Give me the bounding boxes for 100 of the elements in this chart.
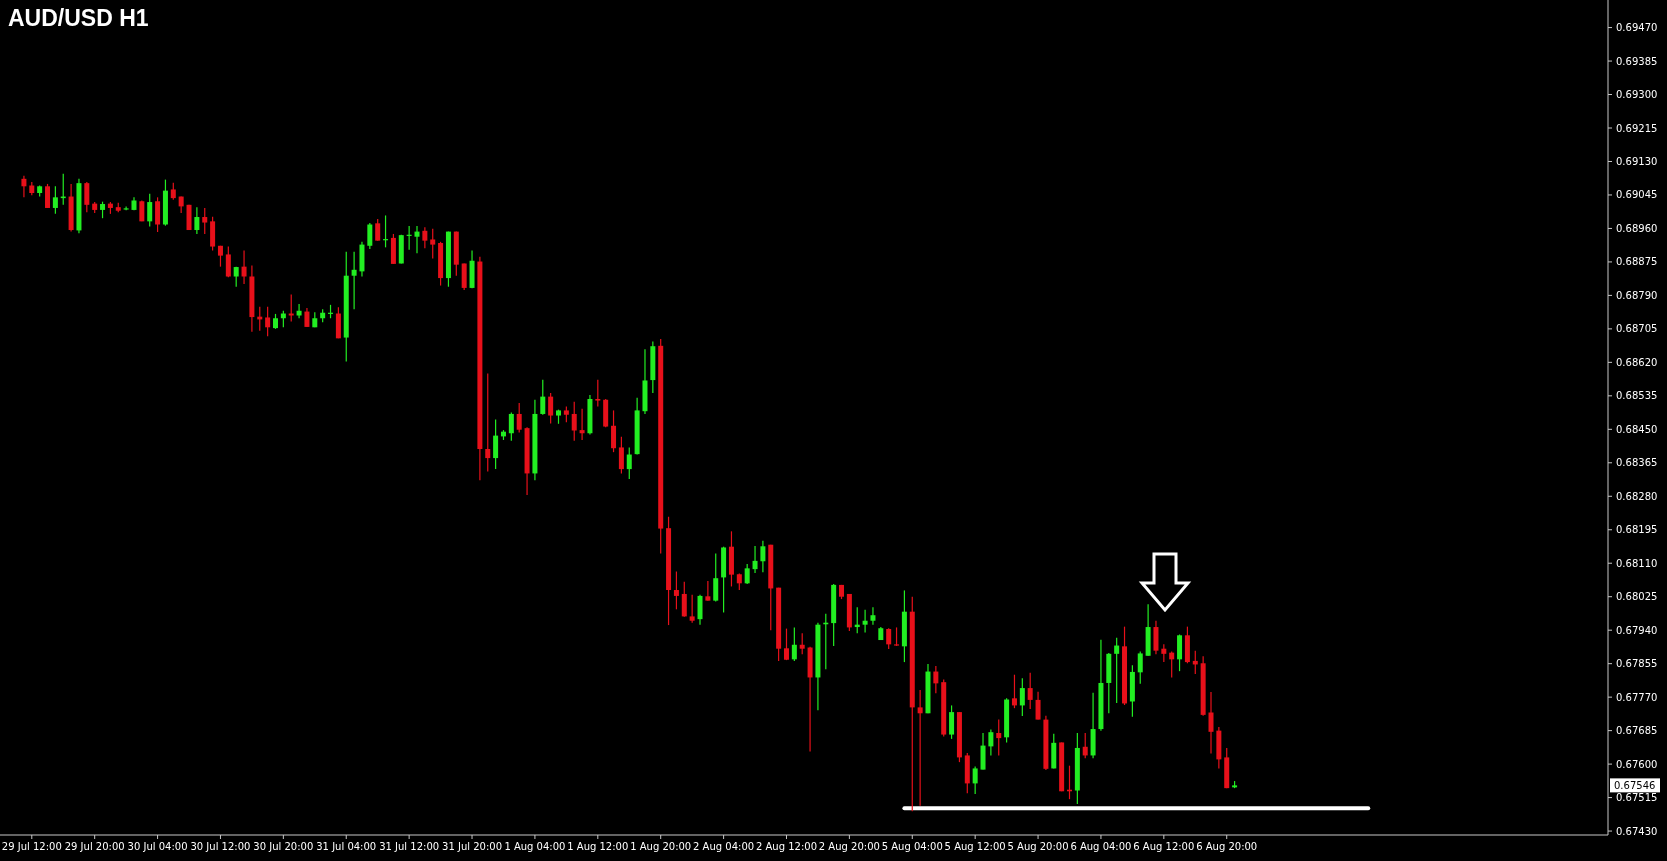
candlestick <box>917 689 923 807</box>
x-tick-label: 5 Aug 04:00 <box>881 841 943 852</box>
x-tick-label: 1 Aug 20:00 <box>630 841 692 852</box>
candlestick <box>1137 650 1143 685</box>
candlestick <box>595 379 601 408</box>
candlestick <box>783 628 789 661</box>
y-tick-label: 0.68280 <box>1616 490 1658 502</box>
candlestick <box>202 207 208 235</box>
candlestick <box>304 307 310 328</box>
candlestick <box>689 594 695 624</box>
candlestick <box>540 379 546 416</box>
y-tick-label: 0.68450 <box>1616 423 1658 435</box>
candlestick <box>1027 672 1033 710</box>
candlestick <box>485 372 491 473</box>
x-tick-label: 30 Jul 20:00 <box>253 841 314 852</box>
x-tick-label: 1 Aug 04:00 <box>504 841 566 852</box>
x-tick-label: 5 Aug 20:00 <box>1007 841 1069 852</box>
candlestick <box>933 665 939 694</box>
candlestick <box>155 196 161 233</box>
candlestick <box>1019 677 1025 717</box>
candlestick <box>988 728 994 757</box>
x-tick-label: 2 Aug 04:00 <box>693 841 755 852</box>
candlestick <box>367 222 373 250</box>
y-tick-label: 0.69385 <box>1616 55 1658 67</box>
candlestick <box>1114 637 1120 704</box>
y-tick-label: 0.67685 <box>1616 725 1658 737</box>
candlestick <box>194 206 200 235</box>
candlestick <box>571 401 577 442</box>
candlestick <box>618 436 624 475</box>
x-tick-label: 30 Jul 04:00 <box>127 841 188 852</box>
y-tick-label: 0.68365 <box>1616 457 1658 469</box>
y-tick-label: 0.67600 <box>1616 758 1658 770</box>
text: 0.67546 <box>1614 779 1656 791</box>
candlestick <box>1011 674 1017 709</box>
candlestick <box>84 181 90 213</box>
y-tick-label: 0.69130 <box>1616 155 1658 167</box>
candlestick <box>949 704 955 740</box>
y-tick-label: 0.69470 <box>1616 22 1658 34</box>
candlestick <box>1035 691 1041 721</box>
y-tick-label: 0.67770 <box>1616 691 1658 703</box>
candlestick <box>52 185 58 215</box>
y-tick-label: 0.69215 <box>1616 122 1658 134</box>
y-tick-label: 0.67855 <box>1616 658 1658 670</box>
candlestick <box>1169 650 1175 679</box>
x-tick-label: 31 Jul 04:00 <box>316 841 377 852</box>
x-tick-label: 5 Aug 12:00 <box>944 841 1006 852</box>
candlestick <box>611 409 617 453</box>
x-tick-label: 30 Jul 12:00 <box>190 841 251 852</box>
candlestick <box>241 249 247 285</box>
candlestick <box>626 446 632 480</box>
candlestick <box>265 306 271 337</box>
candlestick <box>673 570 679 610</box>
candlestick <box>45 183 51 209</box>
candlestick <box>870 606 876 626</box>
x-tick-label: 31 Jul 12:00 <box>379 841 440 852</box>
candlestick <box>862 609 868 634</box>
y-tick-label: 0.68620 <box>1616 356 1658 368</box>
y-tick-label: 0.68790 <box>1616 289 1658 301</box>
candlestick <box>430 228 436 259</box>
y-tick-label: 0.67940 <box>1616 624 1658 636</box>
x-tick-label: 2 Aug 20:00 <box>818 841 880 852</box>
candlestick <box>414 225 420 254</box>
candlestick <box>697 594 703 626</box>
y-tick-label: 0.68110 <box>1616 557 1658 569</box>
candlestick <box>744 563 750 585</box>
candlestick <box>799 632 805 655</box>
candlestick <box>791 626 797 662</box>
y-tick-label: 0.68960 <box>1616 222 1658 234</box>
candlestick <box>493 418 499 470</box>
y-tick-label: 0.67515 <box>1616 792 1658 804</box>
candlestick <box>1082 732 1088 759</box>
y-tick-label: 0.68705 <box>1616 323 1658 335</box>
y-tick-label: 0.68195 <box>1616 524 1658 536</box>
candlestick <box>1208 691 1214 755</box>
candlestick <box>681 581 687 618</box>
candlestick <box>760 540 766 573</box>
x-tick-label: 6 Aug 12:00 <box>1133 841 1195 852</box>
candlestick <box>225 245 231 278</box>
candlestick <box>351 251 357 310</box>
y-tick-label: 0.69045 <box>1616 189 1658 201</box>
x-tick-label: 29 Jul 12:00 <box>1 841 62 852</box>
candlestick <box>894 626 900 647</box>
candlestick <box>21 175 27 198</box>
candlestick <box>147 193 153 228</box>
y-tick-label: 0.68025 <box>1616 591 1658 603</box>
x-tick-label: 31 Jul 20:00 <box>442 841 503 852</box>
candlestick <box>705 580 711 602</box>
candlestick <box>422 226 428 249</box>
candlestick <box>548 392 554 425</box>
candlestick <box>713 552 719 603</box>
chart-title: AUD/USD H1 <box>8 5 149 31</box>
candlestick <box>516 402 522 434</box>
candlestick <box>508 411 514 442</box>
x-tick-label: 6 Aug 04:00 <box>1070 841 1132 852</box>
candlestick <box>752 545 758 574</box>
candlestick <box>375 218 381 242</box>
candlestick <box>1153 620 1159 655</box>
x-tick-label: 6 Aug 20:00 <box>1196 841 1258 852</box>
candlestick <box>886 627 892 650</box>
x-tick-label: 1 Aug 12:00 <box>567 841 629 852</box>
